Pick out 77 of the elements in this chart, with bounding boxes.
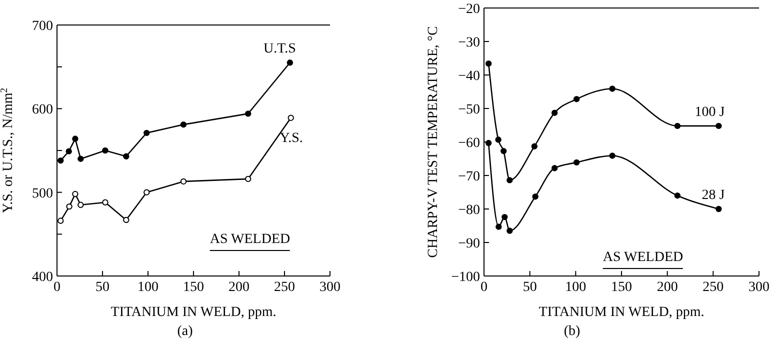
point: [551, 165, 558, 172]
point: [551, 110, 558, 116]
y-tick-label: −50: [458, 102, 480, 118]
point: [144, 189, 150, 196]
y-tick-label: −90: [458, 236, 480, 252]
point: [102, 199, 108, 206]
x-tick-label: 50: [522, 280, 537, 295]
point: [716, 122, 722, 130]
point: [102, 147, 108, 154]
y-axis-title: CHARPY-V TEST TEMPERATURE, °C: [426, 26, 441, 258]
annotation: AS WELDED: [210, 232, 290, 251]
x-tick-label: 0: [480, 280, 488, 295]
y-tick-label: −20: [458, 2, 480, 17]
point: [72, 190, 78, 198]
point: [573, 159, 580, 166]
y-tick-label: 500: [32, 186, 53, 202]
y-tick-label: −70: [458, 169, 480, 184]
point: [180, 121, 187, 128]
x-tick-label: 150: [611, 280, 632, 295]
y-tick-label: 700: [32, 18, 53, 34]
y-tick-label: 600: [32, 102, 53, 118]
x-tick-label: 300: [320, 280, 340, 295]
point: [500, 148, 507, 154]
x-tick-label: 250: [274, 280, 295, 295]
point: [78, 156, 84, 162]
series-label: U.T.S: [264, 42, 296, 57]
x-tick-label: 100: [565, 280, 586, 295]
point: [609, 86, 616, 92]
x-axis-title: TITANIUM IN WELD, ppm.: [538, 305, 704, 320]
point: [502, 214, 508, 220]
point: [245, 110, 252, 117]
point: [286, 60, 294, 66]
y-tick-label: −40: [458, 68, 480, 84]
point: [123, 153, 130, 160]
point: [66, 203, 72, 210]
series-label: 100 J: [694, 104, 726, 120]
series-label: Y.S.: [280, 130, 303, 146]
point: [609, 152, 616, 159]
x-tick-label: 200: [228, 280, 250, 295]
y-tick-label: −30: [458, 35, 480, 50]
y-tick-label: −80: [458, 202, 480, 218]
y-tick-label: 400: [32, 270, 53, 285]
point: [674, 192, 681, 199]
y-tick-label: −100: [451, 270, 480, 285]
point: [674, 122, 681, 130]
x-tick-label: 100: [138, 280, 158, 295]
point: [144, 130, 150, 136]
x-tick-label: 250: [702, 280, 724, 295]
point: [58, 218, 64, 224]
point: [531, 143, 538, 150]
x-tick-label: 50: [96, 280, 110, 295]
annotation: AS WELDED: [602, 250, 684, 269]
point: [495, 136, 502, 143]
point: [66, 148, 72, 154]
point: [716, 206, 722, 212]
x-tick-label: 200: [656, 280, 678, 295]
point: [485, 60, 492, 67]
point: [506, 228, 513, 234]
point: [72, 136, 78, 142]
text: (b): [564, 324, 580, 340]
point: [245, 176, 252, 182]
series-label: 28 J: [702, 188, 726, 203]
text: (a): [177, 324, 193, 340]
point: [532, 194, 538, 200]
x-tick-label: 0: [54, 280, 60, 295]
point: [506, 177, 513, 184]
y-tick-label: −60: [458, 136, 480, 151]
x-tick-label: 300: [748, 280, 770, 295]
point: [123, 216, 130, 224]
point: [78, 202, 84, 208]
point: [180, 178, 187, 185]
point: [496, 224, 502, 230]
x-tick-label: 150: [183, 280, 204, 295]
point: [573, 96, 580, 102]
point: [58, 157, 64, 164]
x-axis-title: TITANIUM IN WELD, ppm.: [110, 305, 276, 320]
point: [288, 114, 294, 121]
